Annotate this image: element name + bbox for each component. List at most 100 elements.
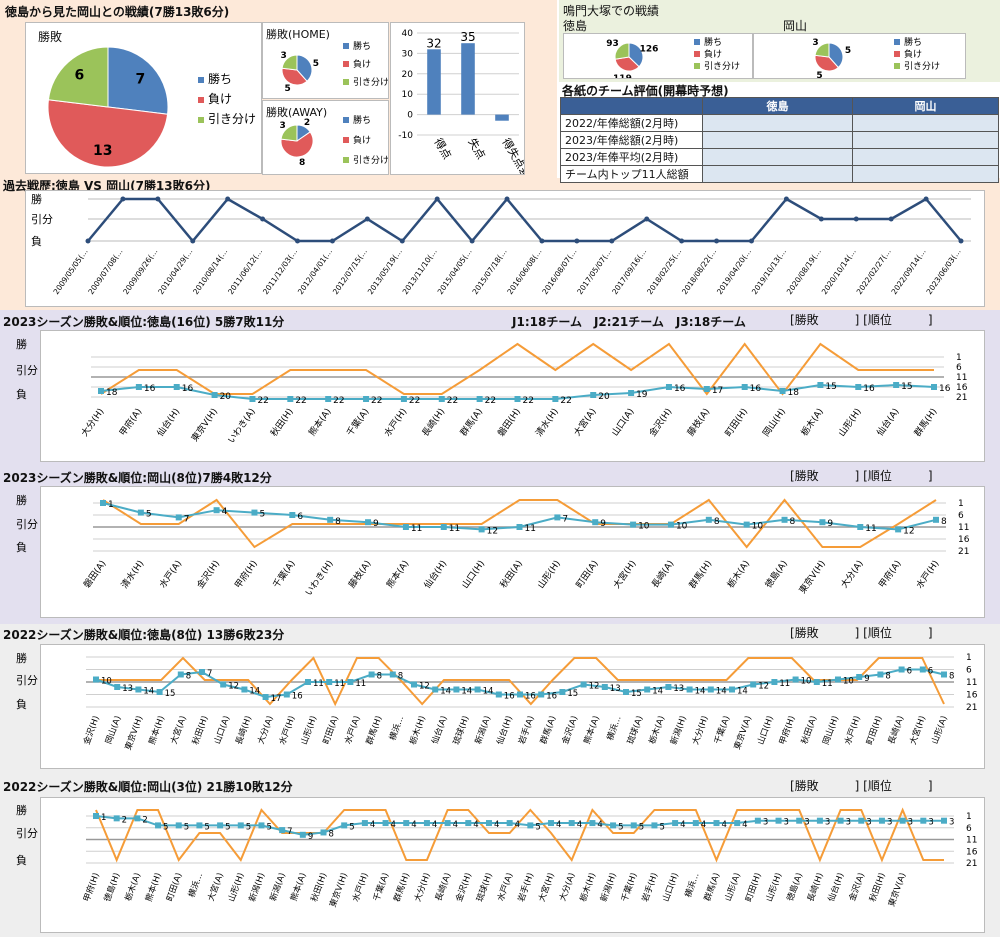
- pie-value-label: 126: [640, 45, 659, 55]
- rank-marker: [750, 681, 757, 688]
- rank-value-label: 3: [804, 818, 809, 828]
- pie-value-label: 5: [284, 84, 290, 94]
- legend-swatch: [694, 63, 700, 69]
- opponent-label: 横浜…: [605, 714, 624, 742]
- opponent-label: 栃木(A): [123, 871, 143, 902]
- opponent-label: 仙台(H): [154, 406, 182, 439]
- rank-value-label: 11: [355, 679, 366, 689]
- rank-value-label: 3: [949, 818, 954, 828]
- stadium-title: 鳴門大塚での戦績: [563, 4, 660, 18]
- history-point: [574, 238, 580, 244]
- opponent-label: 甲府(A): [117, 406, 145, 438]
- rank-value-label: 5: [349, 822, 354, 832]
- opponent-label: 東京V(H): [796, 558, 828, 596]
- rank-marker: [667, 521, 674, 528]
- opponent-label: 磐田(H): [495, 406, 523, 439]
- rank-value-label: 9: [827, 519, 833, 529]
- rank-marker: [440, 524, 447, 530]
- opponent-label: 栃木(A): [798, 406, 826, 438]
- rank-value-label: 16: [546, 692, 557, 702]
- rank-marker: [213, 507, 220, 514]
- opponent-label: 山形(A): [723, 871, 743, 902]
- rank-marker: [262, 694, 269, 700]
- rank-value-label: 22: [371, 396, 382, 406]
- rank-marker: [665, 684, 672, 690]
- rank-value-label: 4: [515, 820, 520, 830]
- rank-value-label: 17: [271, 694, 282, 704]
- rank-tick-label: 21: [956, 393, 967, 403]
- rank-marker: [368, 671, 375, 678]
- rank-marker: [527, 822, 534, 829]
- rank-value-label: 4: [556, 820, 561, 830]
- rank-value-label: 18: [106, 388, 118, 398]
- legend-label: 勝ち: [904, 36, 922, 48]
- opponent-label: 大宮(H): [536, 871, 557, 903]
- history-date-label: 2010/04/29(…: [156, 247, 194, 296]
- rank-marker: [877, 671, 884, 678]
- rank-marker: [283, 691, 290, 698]
- rank-value-label: 11: [449, 524, 460, 534]
- opponent-label: 新潟(H): [247, 871, 268, 903]
- y-tick-label: 30: [402, 49, 414, 59]
- legend-swatch: [894, 39, 900, 45]
- opponent-label: 長崎(H): [419, 406, 447, 439]
- goals-bar-chart: -10 0 10 20 30 40 32 得点 35 失点 得失点差: [398, 29, 524, 174]
- opponent-label: 秋田(H): [268, 406, 296, 439]
- rank-value-label: 8: [398, 672, 403, 682]
- season2-title: 2023シーズン勝敗&順位:岡山(8位)7勝4敗12分: [3, 471, 272, 485]
- history-point: [609, 238, 615, 244]
- history-date-label: 2019/04/20(…: [715, 247, 753, 296]
- history-point: [504, 196, 510, 202]
- opponent-label: 甲府(H): [232, 558, 260, 591]
- result-line: [95, 807, 944, 863]
- pie-slice: [814, 42, 830, 58]
- rank-value-label: 2: [122, 815, 127, 825]
- opponent-label: 町田(A): [574, 558, 601, 590]
- rank-value-label: 5: [204, 822, 209, 832]
- rank-marker: [819, 519, 826, 526]
- history-point: [364, 216, 370, 222]
- evaluation-row-label: 2023/年俸平均(2月時): [560, 148, 703, 166]
- opponent-label: 長崎(H): [233, 714, 254, 746]
- rank-marker: [580, 681, 587, 688]
- rank-value-label: 12: [487, 526, 498, 536]
- opponent-label: 東京V(H): [327, 871, 350, 908]
- season4-legend: [勝敗 ] [順位 ]: [790, 779, 933, 793]
- season1-extra: J1:18チーム J2:21チーム J3:18チーム: [512, 315, 746, 329]
- rank-marker: [651, 822, 658, 829]
- evaluation-table: 徳島 岡山 2022/年俸総額(2月時) 2023/年俸総額(2月時) 2023…: [560, 97, 999, 183]
- pie-slice: [828, 42, 844, 69]
- rank-value-label: 7: [207, 669, 212, 679]
- season1-title: 2023シーズン勝敗&順位:徳島(16位) 5勝7敗11分: [3, 315, 285, 329]
- opponent-label: 岩手(H): [640, 871, 661, 903]
- rank-value-label: 4: [680, 820, 685, 830]
- opponent-label: 水戸(H): [381, 406, 409, 439]
- rank-marker: [173, 384, 180, 390]
- evaluation-row: チーム内トップ11人総額: [560, 165, 999, 183]
- rank-value-label: 5: [259, 510, 265, 520]
- opponent-label: 岩手(A): [516, 714, 536, 745]
- rank-value-label: 12: [228, 682, 239, 692]
- rank-marker: [382, 820, 389, 827]
- opponent-label: 町田(A): [165, 872, 184, 903]
- y-axis-label: 引分: [16, 363, 38, 377]
- opponent-label: 甲府(A): [876, 558, 904, 590]
- goals-bar: [427, 49, 441, 115]
- rank-marker: [341, 822, 348, 829]
- rank-marker: [249, 396, 256, 402]
- rank-value-label: 20: [598, 392, 610, 402]
- rank-value-label: 3: [928, 818, 933, 828]
- rank-marker: [899, 817, 906, 824]
- rank-marker: [444, 820, 451, 827]
- rank-value-label: 5: [659, 822, 664, 832]
- rank-value-label: 5: [535, 822, 540, 832]
- history-point: [329, 238, 335, 244]
- opponent-label: 東京V(H): [123, 714, 146, 751]
- rank-marker: [692, 820, 699, 827]
- rank-value-label: 16: [292, 692, 303, 702]
- legend-label: 負け: [904, 48, 922, 60]
